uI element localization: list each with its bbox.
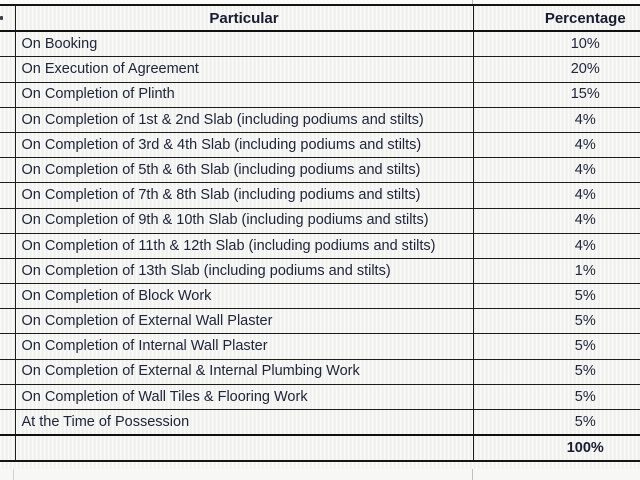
table-row: At the Time of Possession 5% — [0, 409, 640, 436]
top-margin-strip — [0, 0, 640, 4]
table-row: On Completion of 13th Slab (including po… — [0, 257, 640, 285]
particular-cell: On Completion of 1st & 2nd Slab (includi… — [14, 106, 474, 133]
table-row: On Completion of 1st & 2nd Slab (includi… — [0, 106, 640, 133]
cutoff-serial-text-fragment — [0, 16, 3, 20]
particular-cell: On Completion of 7th & 8th Slab (includi… — [14, 182, 474, 209]
sr-cell — [0, 56, 16, 83]
header-row: Particular Percentage — [0, 4, 640, 33]
table-row: On Completion of 11th & 12th Slab (inclu… — [0, 232, 640, 259]
bottom-margin-strip — [0, 469, 640, 480]
percentage-cell: 5% — [472, 283, 640, 310]
sr-cell — [0, 131, 16, 159]
total-particular-cell — [14, 434, 474, 462]
percentage-cell: 20% — [472, 56, 640, 83]
percentage-cell: 4% — [472, 131, 640, 159]
table-row: On Completion of 3rd & 4th Slab (includi… — [0, 131, 640, 159]
sr-cell — [0, 383, 16, 411]
particular-cell: On Completion of 11th & 12th Slab (inclu… — [14, 232, 474, 259]
gridline-bottom — [472, 469, 473, 480]
particular-cell: On Completion of External & Internal Plu… — [14, 358, 474, 385]
sr-cell — [0, 232, 16, 259]
sr-cell — [0, 106, 16, 133]
table-row: On Completion of 7th & 8th Slab (includi… — [0, 182, 640, 209]
table-row: On Completion of External & Internal Plu… — [0, 358, 640, 385]
sr-cell — [0, 358, 16, 385]
table-row: On Completion of Wall Tiles & Flooring W… — [0, 383, 640, 411]
particular-cell: At the Time of Possession — [14, 409, 474, 436]
percentage-cell: 5% — [472, 333, 640, 360]
sr-cell — [0, 157, 16, 184]
percentage-cell: 4% — [472, 182, 640, 209]
percentage-cell: 10% — [472, 30, 640, 58]
table-row: On Completion of 5th & 6th Slab (includi… — [0, 157, 640, 184]
sr-cell — [0, 207, 16, 234]
sr-cell — [0, 30, 16, 58]
sr-cell — [0, 409, 16, 436]
sr-cell — [0, 283, 16, 310]
percentage-cell: 4% — [472, 207, 640, 234]
percentage-cell: 4% — [472, 106, 640, 133]
payment-schedule-table: Particular Percentage On Booking 10% On … — [0, 4, 640, 463]
table-row: On Execution of Agreement 20% — [0, 56, 640, 83]
percentage-cell: 1% — [472, 257, 640, 285]
percentage-cell: 5% — [472, 308, 640, 335]
percentage-cell: 5% — [472, 358, 640, 385]
particular-cell: On Completion of Block Work — [14, 283, 474, 310]
header-particular: Particular — [14, 4, 474, 33]
percentage-cell: 15% — [472, 81, 640, 108]
table-row: On Booking 10% — [0, 30, 640, 58]
sr-cell — [0, 182, 16, 209]
particular-cell: On Completion of 9th & 10th Slab (includ… — [14, 207, 474, 234]
table-row: On Completion of Internal Wall Plaster 5… — [0, 333, 640, 360]
table-row: On Completion of Block Work 5% — [0, 283, 640, 310]
total-percentage-cell: 100% — [472, 434, 640, 462]
total-row: 100% — [0, 434, 640, 462]
particular-cell: On Completion of Plinth — [14, 81, 474, 108]
table-row: On Completion of 9th & 10th Slab (includ… — [0, 207, 640, 234]
sr-cell — [0, 81, 16, 108]
particular-cell: On Completion of External Wall Plaster — [14, 308, 474, 335]
particular-cell: On Completion of Wall Tiles & Flooring W… — [14, 383, 474, 411]
particular-cell: On Completion of Internal Wall Plaster — [14, 333, 474, 360]
total-sr-cell — [0, 434, 16, 462]
table-row: On Completion of Plinth 15% — [0, 81, 640, 108]
percentage-cell: 4% — [472, 157, 640, 184]
table-row: On Completion of External Wall Plaster 5… — [0, 308, 640, 335]
particular-cell: On Booking — [14, 30, 474, 58]
particular-cell: On Completion of 3rd & 4th Slab (includi… — [14, 131, 474, 159]
header-percentage: Percentage — [472, 4, 640, 33]
sr-cell — [0, 308, 16, 335]
particular-cell: On Execution of Agreement — [14, 56, 474, 83]
gridline-bottom-left — [13, 469, 14, 480]
particular-cell: On Completion of 5th & 6th Slab (includi… — [14, 157, 474, 184]
percentage-cell: 5% — [472, 409, 640, 436]
percentage-cell: 4% — [472, 232, 640, 259]
particular-cell: On Completion of 13th Slab (including po… — [14, 257, 474, 285]
percentage-cell: 5% — [472, 383, 640, 411]
sr-cell — [0, 333, 16, 360]
sr-cell — [0, 257, 16, 285]
gridline-top — [472, 0, 473, 4]
